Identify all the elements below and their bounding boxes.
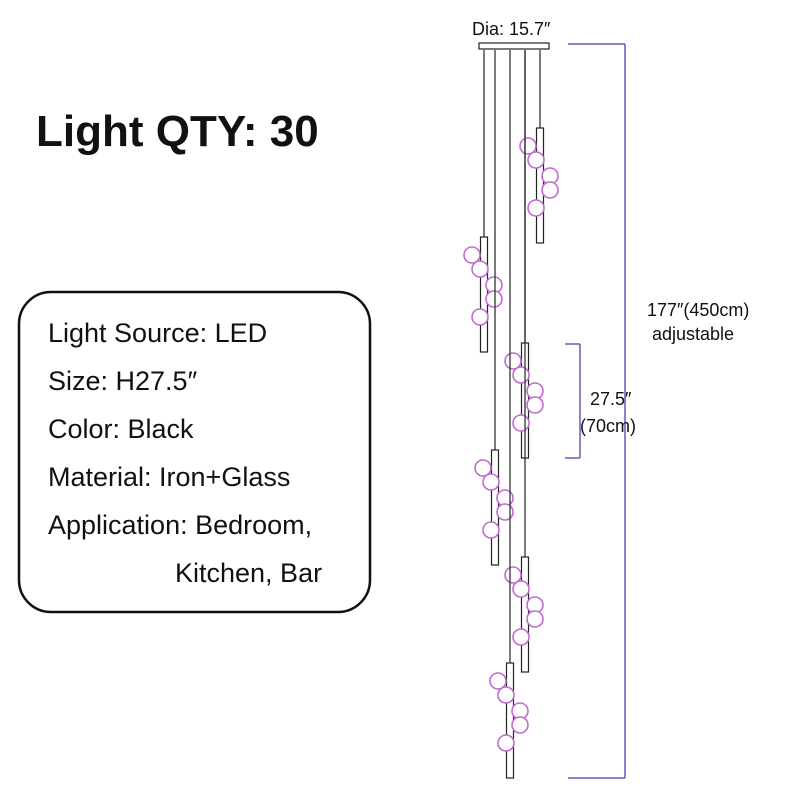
globe [512,628,530,646]
globe [497,734,515,752]
dimension-lines [565,43,626,779]
globe [496,503,514,521]
spec: Size: H27.5″ [48,366,198,396]
globe [541,181,559,199]
adjustable-label: adjustable [652,324,734,344]
spec: Light Source: LED [48,318,267,348]
globe [504,352,522,370]
pendant-height-label: 27.5″ [590,389,632,409]
globe [471,308,489,326]
globe [497,686,515,704]
globe [526,610,544,628]
globe [512,580,530,598]
globe [512,366,530,384]
globe [512,414,530,432]
spec: Kitchen, Bar [175,558,322,588]
globe [489,672,507,690]
spec: Material: Iron+Glass [48,462,290,492]
height-label: 177″(450cm) [647,300,749,320]
diameter-label: Dia: 15.7″ [472,19,551,39]
fixture [463,50,559,779]
globe [482,473,500,491]
globe [482,521,500,539]
globe [527,199,545,217]
globe [471,260,489,278]
globe [474,459,492,477]
globe [519,137,537,155]
globe [504,566,522,584]
globe [463,246,481,264]
globe [526,396,544,414]
globe [511,716,529,734]
globe [485,290,503,308]
globe [527,151,545,169]
pendant-height-cm-label: (70cm) [580,416,636,436]
spec: Color: Black [48,414,194,444]
spec: Application: Bedroom, [48,510,312,540]
spec-box [17,290,372,614]
title: Light QTY: 30 [36,107,319,156]
canopy [478,42,550,50]
